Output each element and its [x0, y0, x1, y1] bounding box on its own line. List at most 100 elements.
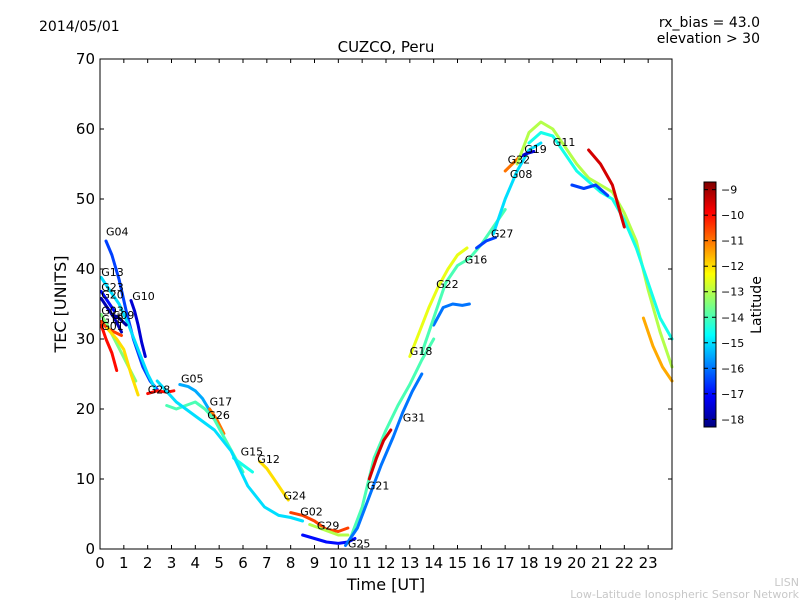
colorbar-tick-label: −11 — [721, 235, 744, 248]
x-axis: 0 1 2 3 4 5 6 7 8 9 10 11 12 13 14 15 16 17 18 19 20 21 22 23 — [95, 59, 658, 572]
satellite-label: G22 — [436, 278, 459, 291]
series-line-g31 — [344, 372, 424, 547]
series-line-g11c — [587, 148, 626, 229]
satellite-label: G11 — [553, 136, 576, 149]
x-tick-label: 13 — [400, 554, 419, 572]
satellite-label: G04 — [106, 226, 129, 239]
x-tick-label: 18 — [519, 554, 538, 572]
series-line-g29 — [308, 523, 350, 537]
series-line-g12 — [258, 460, 290, 502]
x-tick-label: 22 — [615, 554, 634, 572]
satellite-label: G08 — [510, 168, 533, 181]
satellite-label: G20 — [101, 289, 124, 302]
y-tick-label: 70 — [76, 50, 95, 68]
colorbar-tick-label: −10 — [721, 209, 744, 222]
x-tick-label: 20 — [567, 554, 586, 572]
series-line-g23 — [99, 289, 116, 313]
satellite-label: G12 — [257, 453, 280, 466]
colorbar-bar — [703, 181, 717, 428]
x-tick-label: 4 — [191, 554, 201, 572]
colorbar-ticks: −9 −10 −11 −12 −13 −14 −15 −16 −17 −18 — [704, 184, 744, 426]
satellite-label: G29 — [317, 520, 340, 533]
y-axis: 0 10 20 30 40 50 60 70 — [76, 50, 672, 558]
y-tick-label: 20 — [76, 400, 95, 418]
satellite-label: G21 — [367, 480, 390, 493]
satellite-label: G02 — [300, 506, 323, 519]
series-line-g08 — [491, 141, 543, 236]
lisn-watermark: LISN — [774, 576, 799, 589]
series-line-g13 — [99, 275, 157, 390]
x-tick-label: 8 — [286, 554, 296, 572]
satellite-label: G18 — [101, 313, 124, 326]
satellite-label: G26 — [207, 409, 230, 422]
x-tick-label: 17 — [496, 554, 515, 572]
colorbar-tick-label: −9 — [721, 184, 737, 197]
satellite-label: G23 — [101, 281, 124, 294]
y-axis-label: TEC [UNITS] — [51, 256, 70, 354]
y-tick-label: 40 — [76, 260, 95, 278]
x-tick-label: 23 — [639, 554, 658, 572]
satellite-label: G13 — [101, 266, 124, 279]
series-line-g09 — [110, 313, 128, 327]
satellite-label: G03 — [101, 305, 124, 318]
y-tick-label: 60 — [76, 120, 95, 138]
y-tick-label: 0 — [85, 540, 95, 558]
x-tick-label: 5 — [214, 554, 224, 572]
satellite-label: G16 — [465, 254, 488, 267]
series-line-g01 — [99, 323, 119, 372]
elevation-label: elevation > 30 — [657, 31, 760, 47]
colorbar-tick-label: −17 — [721, 388, 744, 401]
chart-title: CUZCO, Peru — [338, 38, 435, 56]
series-line-g20 — [99, 296, 123, 334]
x-tick-label: 12 — [376, 554, 395, 572]
series-line-g02 — [289, 511, 350, 533]
satellite-label: G25 — [348, 538, 371, 551]
series-line-g10 — [129, 299, 147, 358]
x-tick-label: 11 — [353, 554, 372, 572]
colorbar-tick-label: −18 — [721, 413, 744, 426]
series-layer — [99, 120, 674, 547]
x-tick-label: 1 — [119, 554, 129, 572]
y-tick-label: 50 — [76, 190, 95, 208]
series-line-g11e — [570, 183, 610, 197]
colorbar-label: Latitude — [749, 276, 765, 334]
x-tick-label: 9 — [310, 554, 320, 572]
colorbar-tick-label: −13 — [721, 286, 744, 299]
rx-bias-label: rx_bias = 43.0 — [659, 15, 760, 31]
x-tick-label: 2 — [143, 554, 153, 572]
series-line-g11d — [641, 316, 674, 383]
x-tick-label: 10 — [329, 554, 348, 572]
y-tick-label: 10 — [76, 470, 95, 488]
x-axis-label: Time [UT] — [346, 575, 425, 594]
x-tick-label: 0 — [95, 554, 105, 572]
x-tick-label: 15 — [448, 554, 467, 572]
series-line-g21 — [348, 337, 436, 540]
satellite-label: G19 — [524, 143, 547, 156]
lisn-network-watermark: Low-Latitude Ionospheric Sensor Network — [570, 588, 799, 600]
series-line-g18b — [367, 428, 393, 481]
x-tick-label: 19 — [543, 554, 562, 572]
series-line-g11b — [527, 131, 674, 341]
series-line-g22 — [408, 246, 469, 358]
series-line-g28 — [146, 389, 176, 396]
x-tick-label: 14 — [424, 554, 443, 572]
satellite-label: G27 — [491, 228, 514, 241]
satellite-label: G10 — [132, 290, 155, 303]
series-line-g00 — [105, 327, 140, 397]
series-line-g22b — [432, 302, 471, 327]
satellite-label: G17 — [210, 396, 233, 409]
series-line-g24 — [155, 379, 305, 523]
x-tick-label: 16 — [472, 554, 491, 572]
satellite-label: G31 — [403, 412, 426, 425]
x-tick-label: 21 — [591, 554, 610, 572]
colorbar-tick-label: −14 — [721, 311, 744, 324]
series-line-g26 — [165, 400, 245, 474]
satellite-label: G32 — [508, 153, 531, 166]
x-tick-label: 7 — [262, 554, 272, 572]
series-line-g16 — [420, 208, 507, 355]
satellite-label: G09 — [112, 309, 135, 322]
satellite-label: G15 — [241, 445, 264, 458]
series-line-g27 — [475, 236, 498, 250]
